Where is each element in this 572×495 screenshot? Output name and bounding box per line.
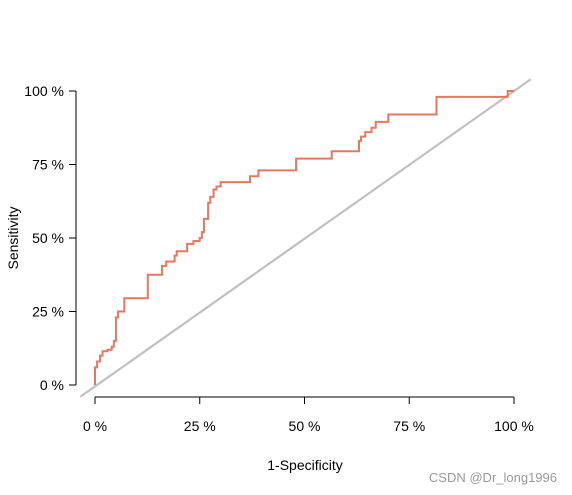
- y-tick-label: 100 %: [24, 83, 64, 99]
- roc-curve-line: [94, 90, 514, 385]
- reference-diagonal-line: [79, 78, 532, 398]
- y-tick-label: 50 %: [32, 230, 64, 246]
- x-axis: 0 % 25 % 50 % 75 % 100 %: [83, 396, 534, 434]
- y-axis: 0 % 25 % 50 % 75 % 100 %: [24, 83, 77, 393]
- x-tick-label: 50 %: [289, 418, 321, 434]
- y-axis-title: Sensitivity: [5, 206, 21, 269]
- x-tick-label: 25 %: [184, 418, 216, 434]
- x-tick-label: 75 %: [393, 418, 425, 434]
- y-tick-label: 0 %: [40, 377, 64, 393]
- x-tick-label: 0 %: [83, 418, 107, 434]
- x-axis-title: 1-Specificity: [267, 457, 342, 473]
- plot-area: [79, 78, 532, 398]
- watermark: CSDN @Dr_long1996: [428, 470, 557, 485]
- x-tick-label: 100 %: [494, 418, 534, 434]
- y-tick-label: 75 %: [32, 157, 64, 173]
- y-tick-label: 25 %: [32, 304, 64, 320]
